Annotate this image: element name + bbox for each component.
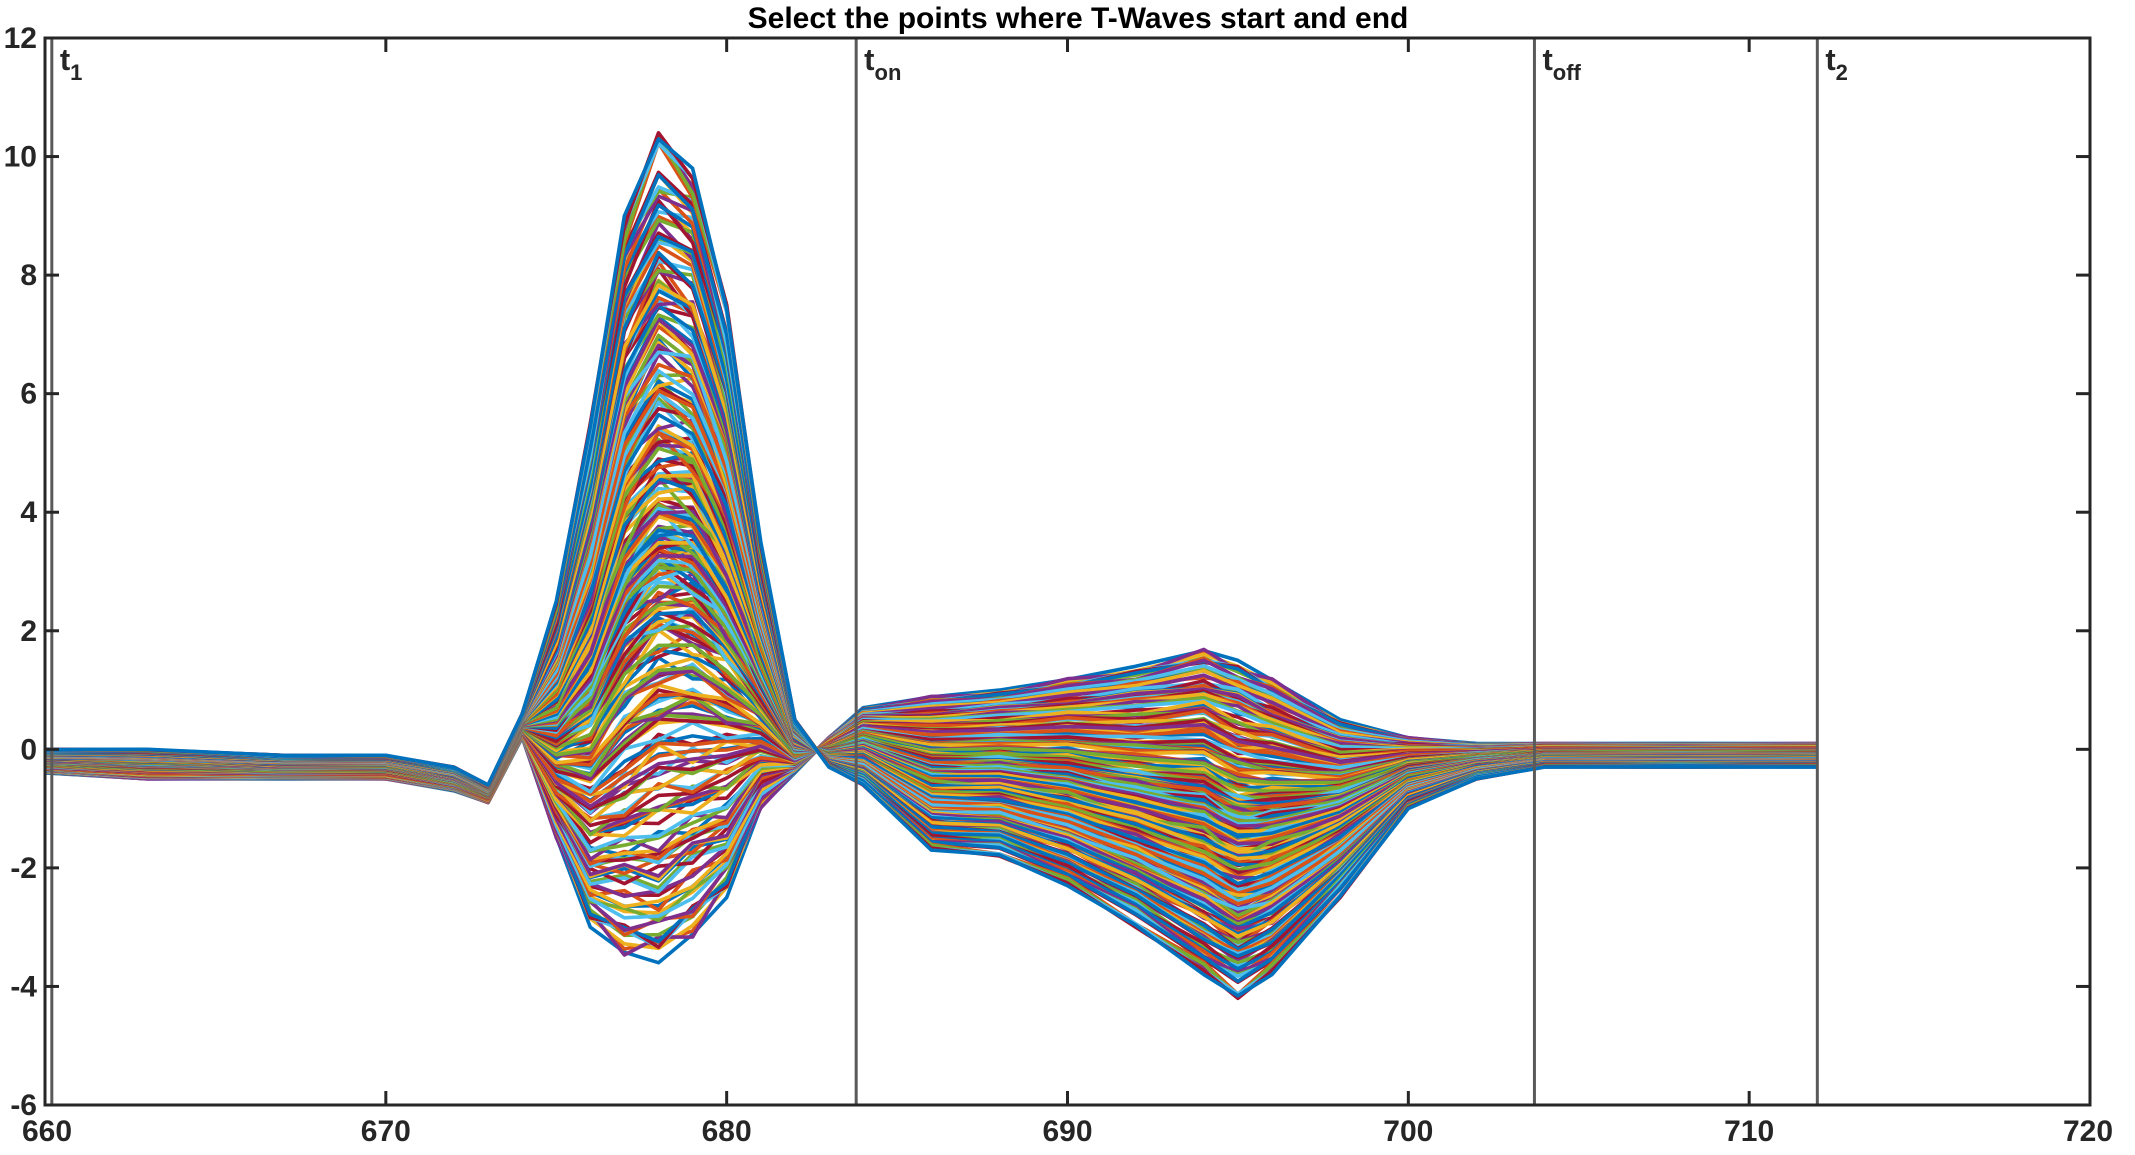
marker-label-sub-t2: 2 xyxy=(1836,60,1848,85)
x-tick-label: 670 xyxy=(361,1115,411,1148)
x-tick-label: 660 xyxy=(22,1115,72,1148)
x-tick-label: 710 xyxy=(1724,1115,1774,1148)
marker-label-sub-ton: on xyxy=(875,60,902,85)
x-tick-label: 720 xyxy=(2063,1115,2113,1148)
marker-label-sub-toff: off xyxy=(1553,60,1582,85)
y-tick-label: 8 xyxy=(20,259,37,292)
y-tick-label: -2 xyxy=(10,852,37,885)
x-tick-label: 680 xyxy=(702,1115,752,1148)
markers-layer: t1 ton toff t2 xyxy=(50,38,1848,1105)
y-tick-label: 4 xyxy=(20,496,37,529)
y-tick-label: 2 xyxy=(20,615,37,648)
series-line xyxy=(44,137,1818,998)
y-tick-label: 0 xyxy=(20,733,37,766)
chart-title: Select the points where T-Waves start an… xyxy=(748,2,1409,35)
y-tick-label: -6 xyxy=(10,1089,37,1122)
marker-label-sub-t1: 1 xyxy=(70,60,82,85)
x-tick-label: 700 xyxy=(1383,1115,1433,1148)
y-tick-label: -4 xyxy=(10,970,37,1003)
y-tick-label: 6 xyxy=(20,378,37,411)
x-tick-label: 690 xyxy=(1042,1115,1092,1148)
traces-layer xyxy=(44,131,1818,1001)
y-tick-label: 10 xyxy=(4,141,37,174)
y-tick-label: 12 xyxy=(4,22,37,55)
